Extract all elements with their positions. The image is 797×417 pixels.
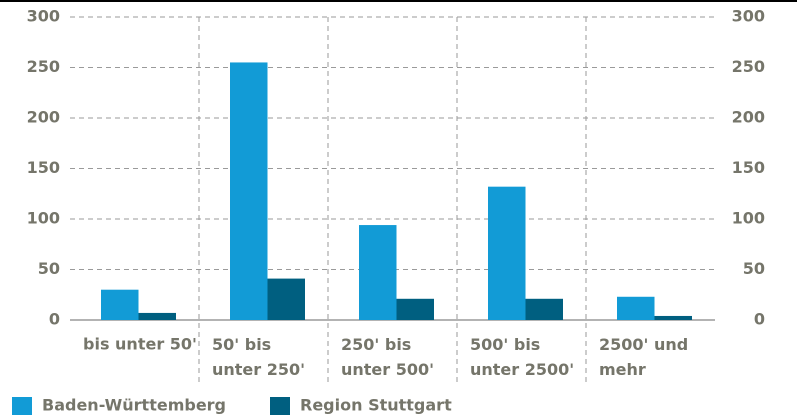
y-tick-label: 0 xyxy=(49,310,60,329)
y2-tick-label: 100 xyxy=(732,209,765,228)
bar xyxy=(488,186,526,320)
y2-tick-label: 150 xyxy=(732,158,765,177)
y-tick-label: 300 xyxy=(27,7,60,26)
bar xyxy=(101,289,139,320)
y2-tick-label: 200 xyxy=(732,108,765,127)
y-tick-label: 50 xyxy=(38,259,60,278)
y2-tick-label: 50 xyxy=(743,259,765,278)
y2-tick-label: 300 xyxy=(732,7,765,26)
legend-swatch xyxy=(12,397,32,415)
bar xyxy=(267,278,305,320)
x-tick-label: 2500' und mehr xyxy=(599,335,688,379)
legend-swatch xyxy=(270,397,290,415)
y-tick-label: 100 xyxy=(27,209,60,228)
x-tick-label: bis unter 50' xyxy=(83,335,197,354)
bar xyxy=(654,315,692,320)
legend-label: Region Stuttgart xyxy=(300,396,452,415)
y2-tick-label: 250 xyxy=(732,57,765,76)
bar xyxy=(359,225,397,320)
bar xyxy=(525,298,563,320)
bar xyxy=(617,296,655,320)
x-tick-label: 250' bis unter 500' xyxy=(341,335,434,379)
x-tick-label: 50' bis unter 250' xyxy=(212,335,305,379)
legend-label: Baden-Württemberg xyxy=(42,396,226,415)
y-tick-label: 150 xyxy=(27,158,60,177)
y-tick-label: 200 xyxy=(27,108,60,127)
bar xyxy=(138,312,176,320)
y2-tick-label: 0 xyxy=(754,310,765,329)
bar xyxy=(396,298,434,320)
bar xyxy=(230,62,268,320)
y-tick-label: 250 xyxy=(27,57,60,76)
x-tick-label: 500' bis unter 2500' xyxy=(470,335,574,379)
